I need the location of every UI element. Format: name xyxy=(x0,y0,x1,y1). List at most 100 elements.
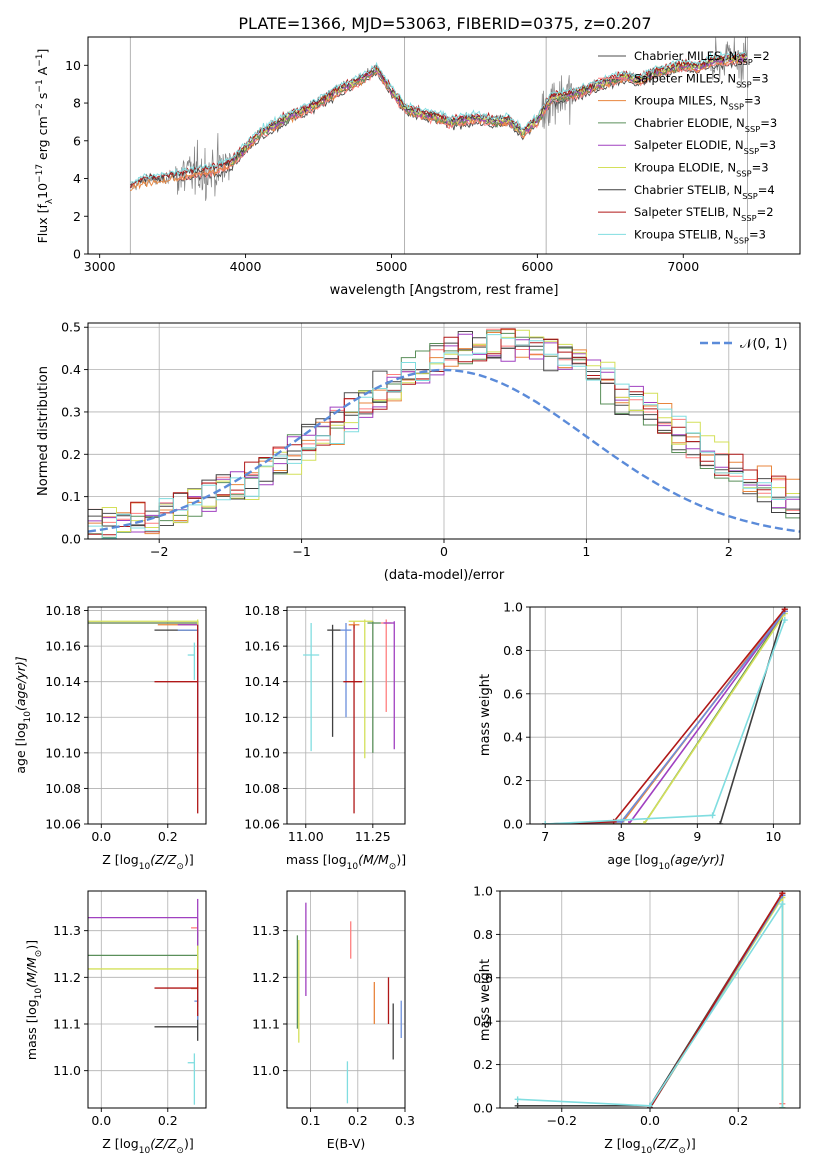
legend-entry: Salpeter MILES, NSSP=3 xyxy=(634,71,769,89)
mass-weight-marker xyxy=(781,617,788,624)
errorbar-point xyxy=(187,642,196,680)
y-tick-label: 0.0 xyxy=(61,532,81,547)
y-tick-label: 11.1 xyxy=(252,1017,280,1032)
y-tick-label: 0.4 xyxy=(473,1014,493,1029)
mass-weight-line xyxy=(545,610,786,824)
errorbar-point xyxy=(191,918,199,938)
x-tick-label: 0.2 xyxy=(158,829,178,844)
y-tick-label: 0.3 xyxy=(61,404,81,419)
y-tick-label: 11.2 xyxy=(53,970,81,985)
y-tick-label: 10 xyxy=(65,58,81,73)
grid xyxy=(88,607,206,825)
mass-weight-line xyxy=(545,610,786,824)
spectrum-panel: 3000 4000 5000 6000 7000 0 2 4 6 8 10 wavelength [A… xyxy=(35,36,801,298)
errorbar-point xyxy=(154,969,199,1017)
y-tick-label: 10.10 xyxy=(244,745,280,760)
y-tick-label: 0 xyxy=(73,247,81,262)
mass-weight-marker xyxy=(779,1105,786,1108)
y-tick-label: 10.10 xyxy=(45,745,81,760)
y-tick-label: 0.4 xyxy=(61,362,81,377)
y-tick-label: 0.4 xyxy=(503,730,523,745)
y-tick-label: 1.0 xyxy=(503,600,523,615)
legend-entry: Chabrier STELIB, NSSP=4 xyxy=(634,183,775,201)
x-axis-label: Z [log10(Z/Z⊙)] xyxy=(102,1136,193,1156)
errorbar-point xyxy=(154,1012,199,1041)
residuals-histogram-panel: −2 −1 0 1 2 0.0 0.1 0.2 0.3 0.4 0.5 𝒩(0, 1) (data-mo… xyxy=(36,320,801,583)
grid xyxy=(530,606,800,825)
errorbar-point xyxy=(380,619,392,712)
mass-weight-line xyxy=(517,901,784,1108)
x-tick-label: 0.1 xyxy=(301,1113,321,1128)
y-tick-label: 10.16 xyxy=(45,639,81,654)
errorbar-point xyxy=(383,621,395,750)
errorbar-point xyxy=(343,624,363,814)
y-tick-label: 10.06 xyxy=(244,817,280,832)
mass-weight-marker xyxy=(709,812,716,819)
y-tick-label: 0.8 xyxy=(473,927,493,942)
errorbar-point xyxy=(367,621,381,753)
spectrum-legend: Chabrier MILES, NSSP=2 Salpeter MILES, NS… xyxy=(598,49,777,245)
x-tick-label: 2 xyxy=(725,544,733,559)
axes-frame xyxy=(87,36,801,255)
y-axis-label: mass weight xyxy=(478,674,493,756)
x-tick-label: 0.0 xyxy=(91,829,111,844)
y-tick-label: 0.0 xyxy=(473,1101,493,1116)
plot-area xyxy=(542,607,788,824)
model-spectrum-line xyxy=(130,50,747,184)
axes-frame xyxy=(286,606,406,825)
model-spectrum-line xyxy=(130,55,747,192)
y-tick-label: 4 xyxy=(73,171,81,186)
mass-weight-marker xyxy=(514,1096,521,1103)
y-axis-label: mass weight xyxy=(478,959,493,1041)
plot-area xyxy=(88,898,199,1105)
x-tick-label: 7000 xyxy=(667,259,699,274)
errorbar-point xyxy=(303,623,320,752)
x-tick-label: 0.2 xyxy=(158,1113,178,1128)
errorbar-point xyxy=(327,624,341,737)
x-tick-label: 0.0 xyxy=(91,1113,111,1128)
x-tick-label: 0.0 xyxy=(640,1113,660,1128)
mass-weight-vs-age-panel: 7 8 9 10 0.0 0.2 0.4 0.6 0.8 1.0 age [log10(age/yr… xyxy=(478,600,801,872)
mass-weight-marker xyxy=(625,821,632,824)
legend-entry: Kroupa ELODIE, NSSP=3 xyxy=(634,161,769,179)
residual-histogram-step xyxy=(88,334,800,539)
errorbar-point xyxy=(177,623,199,752)
mass-weight-line xyxy=(545,608,786,824)
x-tick-label: 6000 xyxy=(521,259,553,274)
axes-frame xyxy=(529,606,801,825)
y-tick-label: 0.6 xyxy=(473,970,493,985)
plot-area xyxy=(88,328,800,539)
x-tick-label: 0.2 xyxy=(348,1113,368,1128)
age-vs-mass-panel: 11.00 11.25 10.06 10.08 10.10 10.12 10.14 10.16… xyxy=(244,603,406,872)
errorbar-point xyxy=(340,623,352,718)
plot-area xyxy=(514,891,786,1108)
y-tick-label: 10.14 xyxy=(244,674,280,689)
x-axis-label: (data-model)/error xyxy=(384,568,505,583)
x-tick-label: −0.2 xyxy=(547,1113,577,1128)
mass-weight-marker xyxy=(542,821,549,824)
x-tick-label: 0 xyxy=(440,544,448,559)
legend-entry: Salpeter STELIB, NSSP=2 xyxy=(634,205,774,223)
x-tick-label: −1 xyxy=(292,544,310,559)
errorbar-point xyxy=(154,624,199,814)
x-tick-label: 7 xyxy=(541,829,549,844)
mass-weight-marker xyxy=(641,821,648,824)
axes-frame xyxy=(286,890,406,1109)
y-tick-label: 11.1 xyxy=(53,1017,81,1032)
y-tick-label: 11.0 xyxy=(252,1063,280,1078)
x-tick-label: 11.25 xyxy=(355,829,391,844)
y-tick-label: 0.2 xyxy=(503,773,523,788)
y-tick-label: 11.0 xyxy=(53,1063,81,1078)
y-tick-label: 0.6 xyxy=(503,686,523,701)
x-axis-label: Z [log10(Z/Z⊙)] xyxy=(102,852,193,872)
y-tick-label: 11.3 xyxy=(252,923,280,938)
errorbar-point xyxy=(88,898,199,946)
y-tick-label: 10.08 xyxy=(244,781,280,796)
plot-area xyxy=(296,902,402,1104)
legend-entry: Kroupa STELIB, NSSP=3 xyxy=(634,227,766,245)
normal-legend-label: 𝒩(0, 1) xyxy=(740,337,787,352)
y-tick-label: 10.18 xyxy=(45,603,81,618)
y-tick-label: 0.2 xyxy=(61,447,81,462)
mass-vs-ebv-panel: 0.1 0.2 0.3 11.0 11.1 11.2 11.3 E(B-V) xyxy=(252,890,415,1151)
